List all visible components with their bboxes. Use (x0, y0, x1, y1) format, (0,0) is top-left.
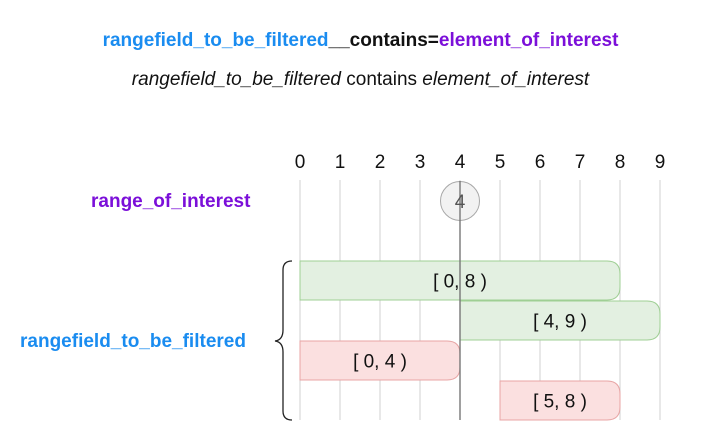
axis-tick-label: 9 (655, 152, 666, 173)
axis-tick-label: 6 (535, 152, 546, 173)
axis-tick-label: 2 (375, 152, 386, 173)
axis-tick-label: 7 (575, 152, 586, 173)
rangefield-label: rangefield_to_be_filtered (20, 331, 246, 352)
range-bar (499, 380, 621, 421)
title-lookup: contains (349, 30, 428, 51)
range-label: [ 4, 9 ) (533, 312, 587, 333)
axis-tick-label: 0 (295, 152, 306, 173)
axis-tick-label: 3 (415, 152, 426, 173)
axis-tick-label: 1 (335, 152, 346, 173)
range-of-interest-label: range_of_interest (91, 191, 251, 212)
range-label: [ 0, 4 ) (353, 352, 407, 373)
diagram-title: rangefield_to_be_filtered__contains=elem… (0, 30, 721, 52)
title-equals: = (427, 30, 439, 51)
title-value: element_of_interest (438, 30, 619, 51)
subtitle-verb: contains (340, 69, 423, 90)
subtitle-value: element_of_interest (422, 69, 590, 90)
diagram-subtitle: rangefield_to_be_filtered contains eleme… (0, 69, 721, 91)
axis-ticks: 0 1 2 3 4 5 6 7 8 9 (295, 152, 666, 173)
element-label: 4 (455, 192, 466, 213)
title-separator: __ (328, 30, 350, 51)
subtitle-field: rangefield_to_be_filtered (131, 69, 341, 90)
axis-tick-label: 8 (615, 152, 626, 173)
range-bar (459, 300, 661, 341)
axis-tick-label: 5 (495, 152, 506, 173)
range-label: [ 5, 8 ) (533, 392, 587, 413)
axis-tick-label: 4 (455, 152, 466, 173)
ranges: [ 0, 8 )[ 4, 9 )[ 0, 4 )[ 5, 8 ) (299, 260, 661, 421)
element-of-interest: 4 (440, 181, 480, 420)
title-field: rangefield_to_be_filtered (102, 30, 329, 51)
rangefield-brace (274, 260, 293, 421)
